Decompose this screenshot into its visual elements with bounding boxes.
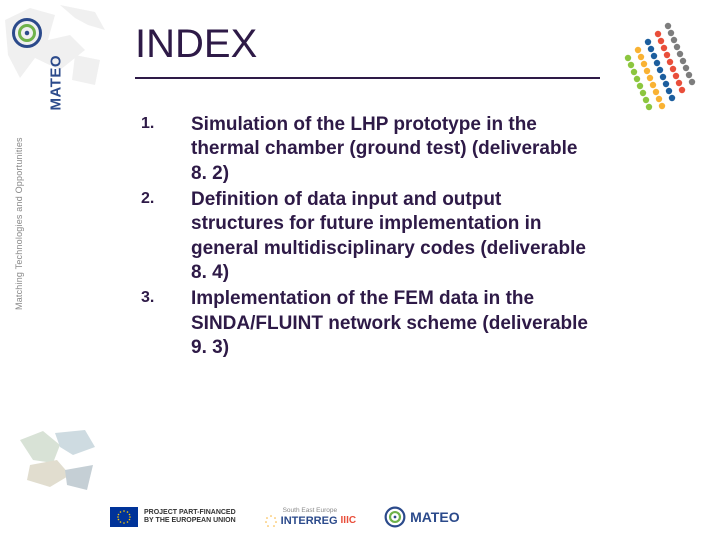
- eu-flag-icon: [110, 507, 138, 527]
- slide-title: INDEX: [135, 22, 590, 67]
- interreg-label: INTERREG: [281, 515, 338, 527]
- list-text: Implementation of the FEM data in the SI…: [191, 287, 590, 360]
- sidebar: MATEO Matching Technologies and Opportun…: [0, 0, 110, 540]
- eu-text-line2: BY THE EUROPEAN UNION: [144, 517, 236, 525]
- mateo-footer-circle-icon: [384, 506, 406, 528]
- interreg-top: South East Europe: [283, 507, 338, 514]
- interreg-stars-icon: [264, 514, 278, 528]
- dot-decoration: [600, 12, 700, 117]
- list-item: 1. Simulation of the LHP prototype in th…: [141, 113, 590, 186]
- list-number: 3.: [141, 287, 191, 307]
- eu-financed-block: PROJECT PART-FINANCED BY THE EUROPEAN UN…: [110, 507, 236, 527]
- list-text: Definition of data input and output stru…: [191, 188, 590, 285]
- list-item: 3. Implementation of the FEM data in the…: [141, 287, 590, 360]
- interreg-block: South East Europe INTERREG IIIC: [264, 507, 356, 528]
- mateo-footer-logo: MATEO: [384, 506, 460, 528]
- mateo-footer-text: MATEO: [410, 509, 460, 525]
- footer: PROJECT PART-FINANCED BY THE EUROPEAN UN…: [110, 506, 460, 528]
- mateo-circle-icon: [12, 18, 42, 48]
- slide-body: INDEX 1. Simulation of the LHP prototype…: [135, 22, 590, 480]
- mateo-logo: [12, 18, 42, 48]
- mateo-brand-text: MATEO: [48, 55, 65, 111]
- list-text: Simulation of the LHP prototype in the t…: [191, 113, 590, 186]
- eu-text-line1: PROJECT PART-FINANCED: [144, 509, 236, 517]
- list-number: 2.: [141, 188, 191, 208]
- list-item: 2. Definition of data input and output s…: [141, 188, 590, 285]
- index-list: 1. Simulation of the LHP prototype in th…: [135, 113, 590, 360]
- eu-text: PROJECT PART-FINANCED BY THE EUROPEAN UN…: [144, 509, 236, 524]
- list-number: 1.: [141, 113, 191, 133]
- interreg-main: INTERREG IIIC: [264, 514, 356, 528]
- interreg-suffix: IIIC: [341, 515, 357, 526]
- sidebar-tagline: Matching Technologies and Opportunities: [14, 130, 24, 310]
- title-underline: [135, 77, 600, 79]
